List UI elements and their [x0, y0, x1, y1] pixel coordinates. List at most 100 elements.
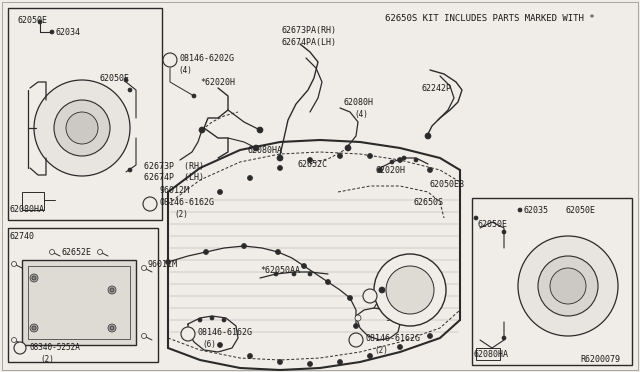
Circle shape: [108, 324, 116, 332]
Circle shape: [348, 295, 353, 301]
Circle shape: [363, 289, 377, 303]
Text: 62034: 62034: [55, 28, 80, 37]
Circle shape: [49, 250, 54, 254]
Text: 62740: 62740: [10, 232, 35, 241]
Circle shape: [518, 208, 522, 212]
Circle shape: [345, 145, 351, 151]
Circle shape: [248, 176, 253, 180]
Circle shape: [32, 276, 36, 280]
Text: B: B: [168, 55, 172, 64]
Text: (4): (4): [354, 110, 368, 119]
Text: (2): (2): [174, 210, 188, 219]
Circle shape: [124, 78, 128, 82]
Circle shape: [108, 286, 116, 294]
Text: 62050EB: 62050EB: [430, 180, 465, 189]
Text: 08911-2062G: 08911-2062G: [380, 290, 435, 299]
Text: 96013M: 96013M: [386, 314, 416, 323]
Circle shape: [30, 274, 38, 282]
Circle shape: [428, 334, 433, 339]
Circle shape: [253, 145, 259, 151]
Text: 62650S KIT INCLUDES PARTS MARKED WITH *: 62650S KIT INCLUDES PARTS MARKED WITH *: [385, 14, 595, 23]
Circle shape: [538, 256, 598, 316]
Circle shape: [502, 230, 506, 234]
Circle shape: [397, 157, 403, 163]
Text: 08146-6162G: 08146-6162G: [366, 334, 421, 343]
Circle shape: [30, 324, 38, 332]
Circle shape: [378, 167, 383, 173]
Circle shape: [50, 30, 54, 34]
Text: 62673PA(RH): 62673PA(RH): [282, 26, 337, 35]
Circle shape: [210, 316, 214, 320]
Text: 62674P  (LH): 62674P (LH): [144, 173, 204, 182]
Text: (1): (1): [398, 302, 412, 311]
Text: B: B: [186, 330, 190, 339]
Circle shape: [367, 154, 372, 158]
Text: 62050E: 62050E: [100, 74, 130, 83]
Circle shape: [248, 353, 253, 359]
Circle shape: [397, 344, 403, 350]
Circle shape: [166, 260, 170, 264]
Circle shape: [218, 189, 223, 195]
Circle shape: [402, 156, 406, 160]
Text: 96012M: 96012M: [160, 186, 190, 195]
Circle shape: [425, 133, 431, 139]
Bar: [28, 266, 130, 339]
Circle shape: [38, 20, 42, 24]
Circle shape: [128, 168, 132, 172]
Circle shape: [110, 288, 114, 292]
Text: 62080HA: 62080HA: [10, 205, 45, 214]
Circle shape: [550, 268, 586, 304]
Circle shape: [292, 272, 296, 276]
Circle shape: [502, 336, 506, 340]
Circle shape: [257, 127, 263, 133]
Circle shape: [241, 244, 246, 248]
Text: (2): (2): [374, 346, 388, 355]
Circle shape: [32, 326, 36, 330]
Bar: [22, 192, 44, 210]
Circle shape: [97, 250, 102, 254]
Circle shape: [199, 127, 205, 133]
Bar: [8, 8, 162, 220]
Bar: [472, 198, 632, 365]
Circle shape: [337, 154, 342, 158]
Circle shape: [326, 279, 330, 285]
Circle shape: [66, 112, 98, 144]
Text: *62020H: *62020H: [200, 78, 235, 87]
Circle shape: [198, 318, 202, 322]
Text: 62050E: 62050E: [478, 220, 508, 229]
Circle shape: [218, 343, 223, 347]
Circle shape: [14, 342, 26, 354]
Text: 62673P  (RH): 62673P (RH): [144, 162, 204, 171]
Circle shape: [278, 166, 282, 170]
Circle shape: [277, 155, 283, 161]
Circle shape: [349, 333, 363, 347]
Circle shape: [518, 236, 618, 336]
Circle shape: [12, 262, 17, 266]
Circle shape: [353, 324, 358, 328]
Circle shape: [141, 334, 147, 339]
Text: 62050E: 62050E: [18, 16, 48, 25]
Circle shape: [275, 250, 280, 254]
Text: 62652E: 62652E: [62, 248, 92, 257]
Bar: [476, 348, 500, 360]
Circle shape: [307, 157, 312, 163]
Text: 08146-6162G: 08146-6162G: [160, 198, 215, 207]
Circle shape: [390, 160, 394, 164]
Text: R6200079: R6200079: [580, 355, 620, 364]
Bar: [22, 260, 136, 345]
Text: 62080H: 62080H: [344, 98, 374, 107]
Circle shape: [386, 266, 434, 314]
Text: (2): (2): [40, 355, 54, 364]
Text: 08146-6162G: 08146-6162G: [198, 328, 253, 337]
Circle shape: [474, 216, 478, 220]
Circle shape: [274, 272, 278, 276]
Circle shape: [163, 53, 177, 67]
Circle shape: [12, 337, 17, 343]
Circle shape: [428, 167, 433, 173]
Circle shape: [374, 254, 446, 326]
Text: S: S: [18, 345, 22, 351]
Circle shape: [192, 94, 196, 98]
Circle shape: [367, 353, 372, 359]
Text: 08340-5252A: 08340-5252A: [30, 343, 81, 352]
Circle shape: [278, 359, 282, 365]
